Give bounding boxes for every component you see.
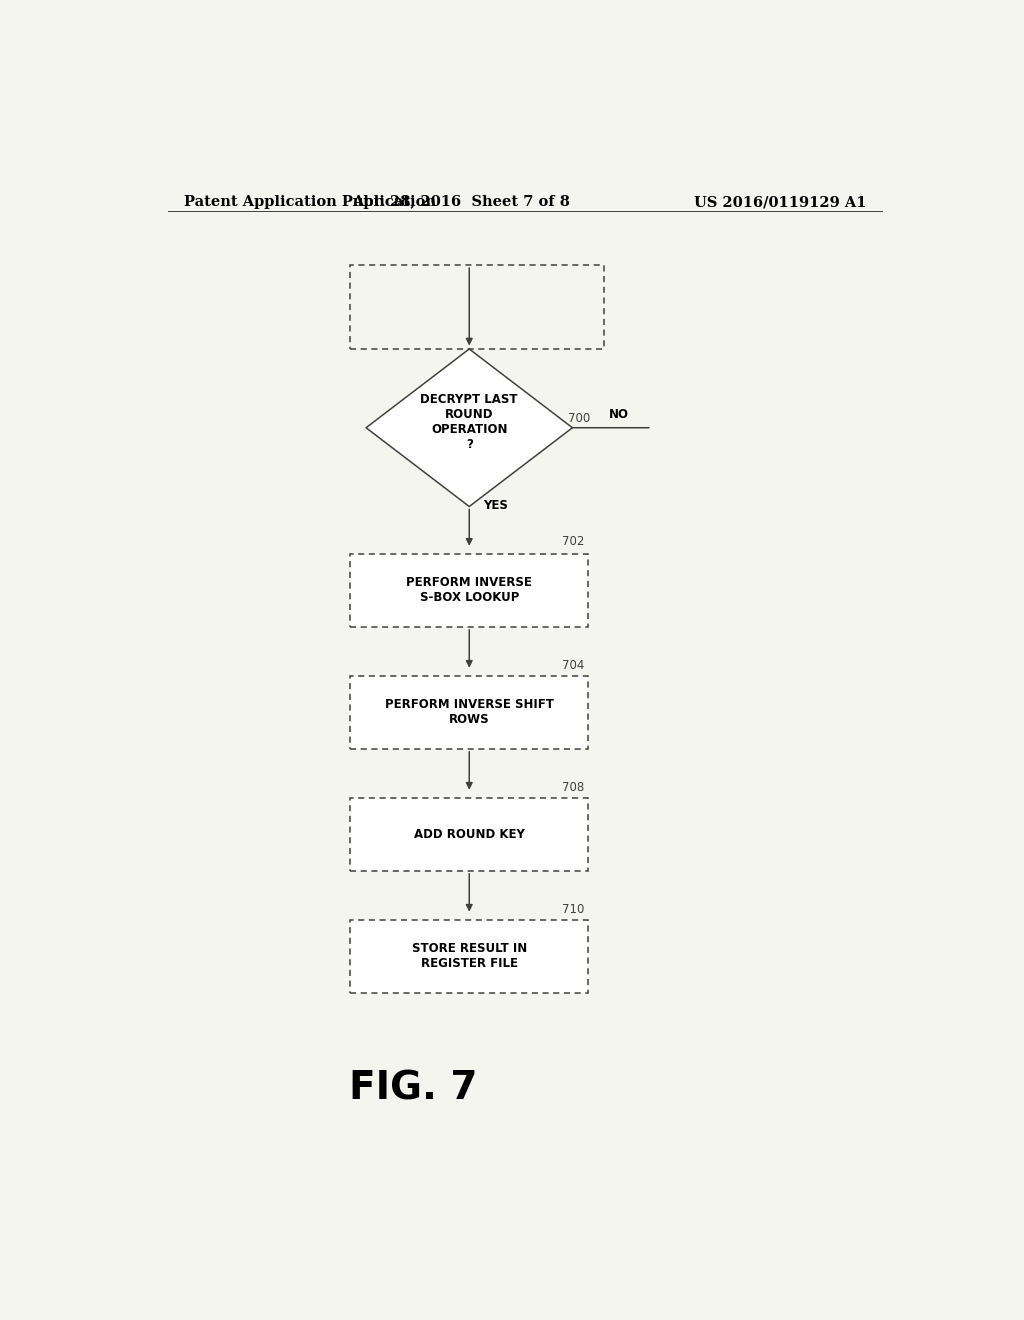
Text: PERFORM INVERSE SHIFT
ROWS: PERFORM INVERSE SHIFT ROWS [385,698,554,726]
Text: 702: 702 [562,535,585,548]
Bar [350,797,588,871]
Text: NO: NO [608,408,629,421]
Bar [350,676,588,748]
Text: Apr. 28, 2016  Sheet 7 of 8: Apr. 28, 2016 Sheet 7 of 8 [352,195,570,209]
Text: US 2016/0119129 A1: US 2016/0119129 A1 [693,195,866,209]
Bar [350,920,588,993]
Text: STORE RESULT IN
REGISTER FILE: STORE RESULT IN REGISTER FILE [412,942,527,970]
Text: 710: 710 [562,903,585,916]
Text: PERFORM INVERSE
S-BOX LOOKUP: PERFORM INVERSE S-BOX LOOKUP [407,577,532,605]
Text: ADD ROUND KEY: ADD ROUND KEY [414,828,524,841]
Bar [350,554,588,627]
Text: YES: YES [483,499,508,512]
Text: Patent Application Publication: Patent Application Publication [183,195,435,209]
Text: 708: 708 [562,780,585,793]
Bar [350,265,604,350]
Text: 700: 700 [568,412,591,425]
Text: FIG. 7: FIG. 7 [349,1069,478,1107]
Text: 704: 704 [562,659,585,672]
Polygon shape [367,348,572,507]
Text: DECRYPT LAST
ROUND
OPERATION
?: DECRYPT LAST ROUND OPERATION ? [421,392,518,450]
